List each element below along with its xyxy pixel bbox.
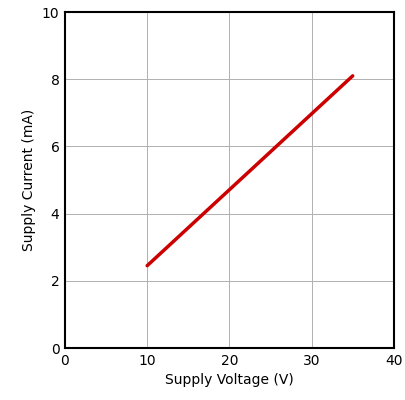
X-axis label: Supply Voltage (V): Supply Voltage (V) xyxy=(164,373,293,387)
Y-axis label: Supply Current (mA): Supply Current (mA) xyxy=(22,109,36,251)
